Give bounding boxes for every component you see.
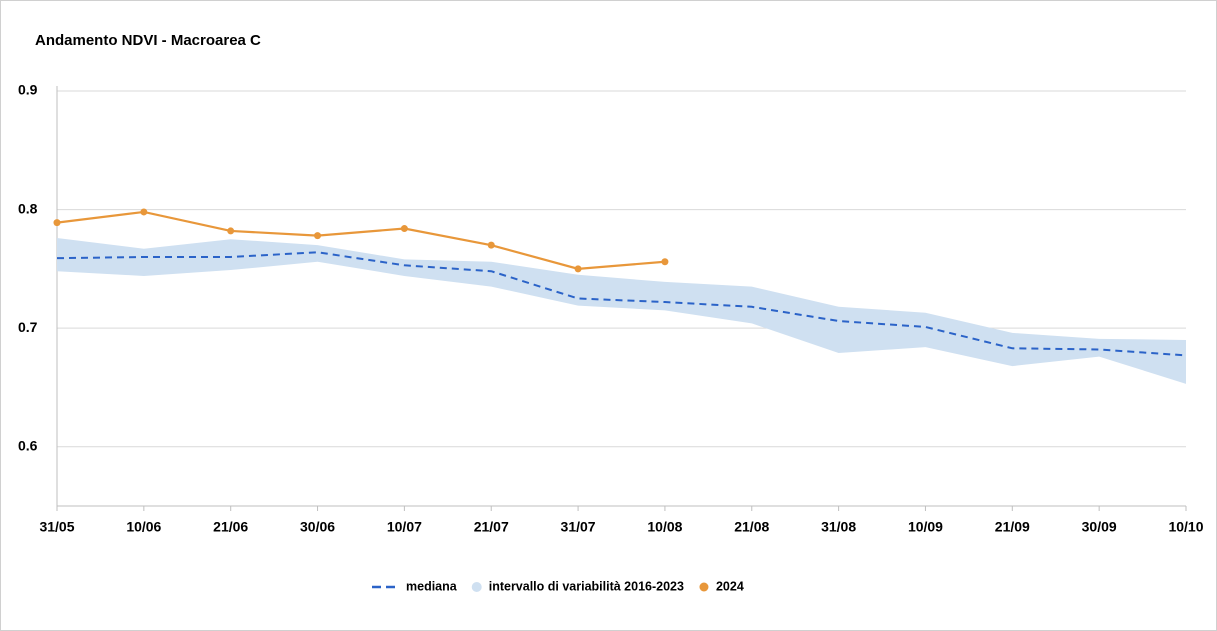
x-tick-label: 10/10: [1168, 519, 1203, 535]
point: [314, 232, 322, 240]
x-tick-label: 21/07: [474, 519, 509, 535]
median-line: [56, 251, 1187, 357]
chart-title: Andamento NDVI - Macroarea C: [35, 32, 261, 49]
legend-symbol: [471, 582, 482, 592]
x-tick-label: 31/08: [821, 519, 856, 535]
legend-label: 2024: [716, 579, 744, 593]
y-tick-label: 0.9: [18, 82, 38, 98]
x-tick-label: 30/06: [300, 519, 335, 535]
legend-symbol: [699, 582, 709, 592]
variability-band: [57, 238, 1186, 384]
legend-label: mediana: [406, 579, 458, 593]
point: [53, 219, 61, 227]
y-tick-label: 0.7: [18, 319, 38, 335]
x-tick-label: 21/08: [734, 519, 769, 535]
point: [574, 265, 582, 273]
x-tick-label: 30/09: [1082, 519, 1117, 535]
y-tick-label: 0.6: [18, 437, 38, 453]
point: [487, 241, 495, 249]
x-tick-label: 10/06: [126, 519, 161, 535]
x-tick-label: 10/09: [908, 519, 943, 535]
x-tick-label: 31/05: [39, 519, 74, 535]
point: [227, 227, 235, 235]
legend-label: intervallo di variabilità 2016-2023: [489, 579, 684, 593]
x-tick-label: 31/07: [561, 519, 596, 535]
point: [661, 258, 669, 266]
x-tick-label: 10/08: [647, 519, 682, 535]
y-tick-label: 0.8: [18, 200, 38, 216]
point: [140, 208, 148, 216]
series-line: [56, 210, 666, 270]
point: [400, 225, 408, 233]
x-tick-label: 21/09: [995, 519, 1030, 535]
x-tick-label: 10/07: [387, 519, 422, 535]
x-tick-label: 21/06: [213, 519, 248, 535]
